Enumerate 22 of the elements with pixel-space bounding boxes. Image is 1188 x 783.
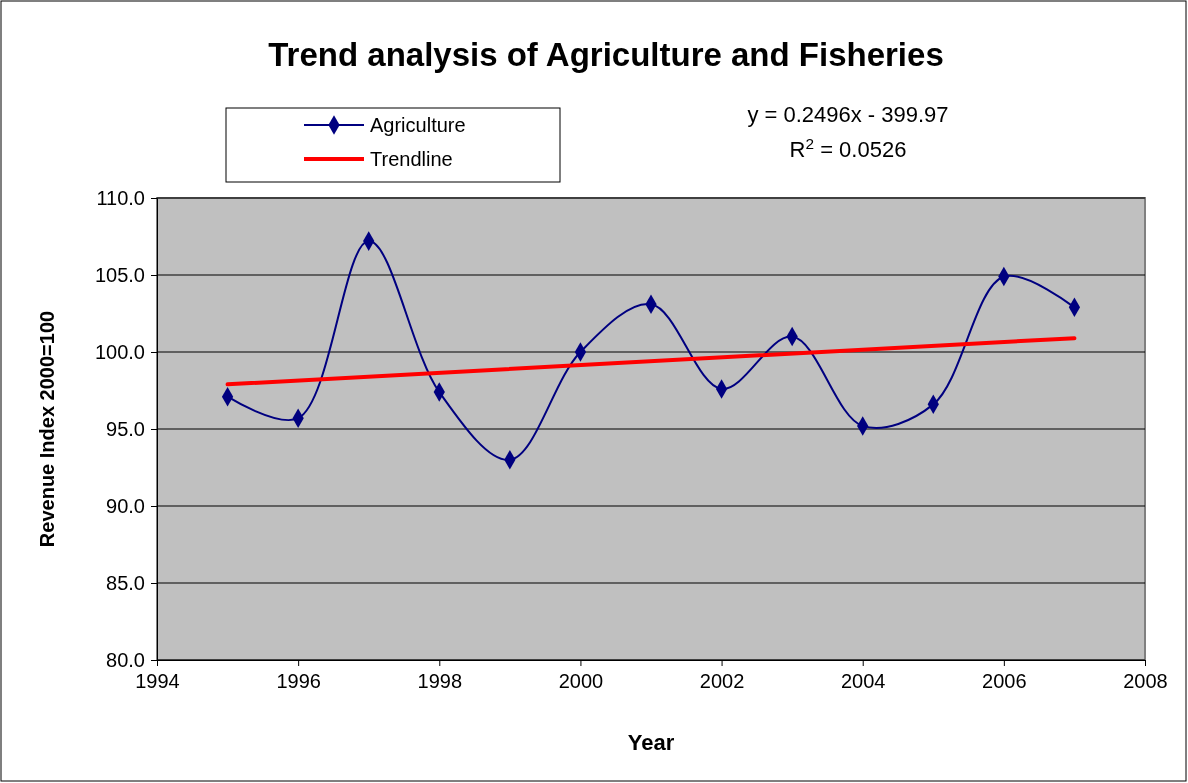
y-tick-label: 85.0 bbox=[106, 571, 145, 594]
x-tick-label: 1994 bbox=[135, 670, 180, 693]
x-tick-label: 2006 bbox=[982, 670, 1027, 693]
legend-label: Agriculture bbox=[370, 114, 466, 136]
y-tick-label: 90.0 bbox=[106, 494, 145, 517]
legend-label: Trendline bbox=[370, 148, 453, 170]
x-axis-title: Year bbox=[627, 730, 675, 755]
x-tick-label: 1996 bbox=[276, 670, 321, 693]
y-tick-label: 95.0 bbox=[106, 417, 145, 440]
text: R$^{2}$ = 0.0526 bbox=[789, 134, 907, 162]
chart-title: Trend analysis of Agriculture and Fisheries bbox=[268, 36, 944, 73]
x-tick-label: 2000 bbox=[558, 670, 604, 693]
text: y = 0.2496x - 399.97 bbox=[747, 102, 949, 127]
y-axis-title: Revenue Index 2000=100 bbox=[36, 310, 58, 548]
y-tick-label: 105.0 bbox=[94, 263, 145, 286]
x-tick-label: 1998 bbox=[417, 670, 463, 693]
y-tick-label: 110.0 bbox=[96, 186, 145, 209]
y-tick-label: 80.0 bbox=[106, 648, 145, 671]
y-tick-label: 100.0 bbox=[94, 340, 145, 363]
x-tick-label: 2008 bbox=[1123, 670, 1168, 693]
x-tick-label: 2002 bbox=[699, 670, 745, 693]
x-tick-label: 2004 bbox=[840, 670, 886, 693]
